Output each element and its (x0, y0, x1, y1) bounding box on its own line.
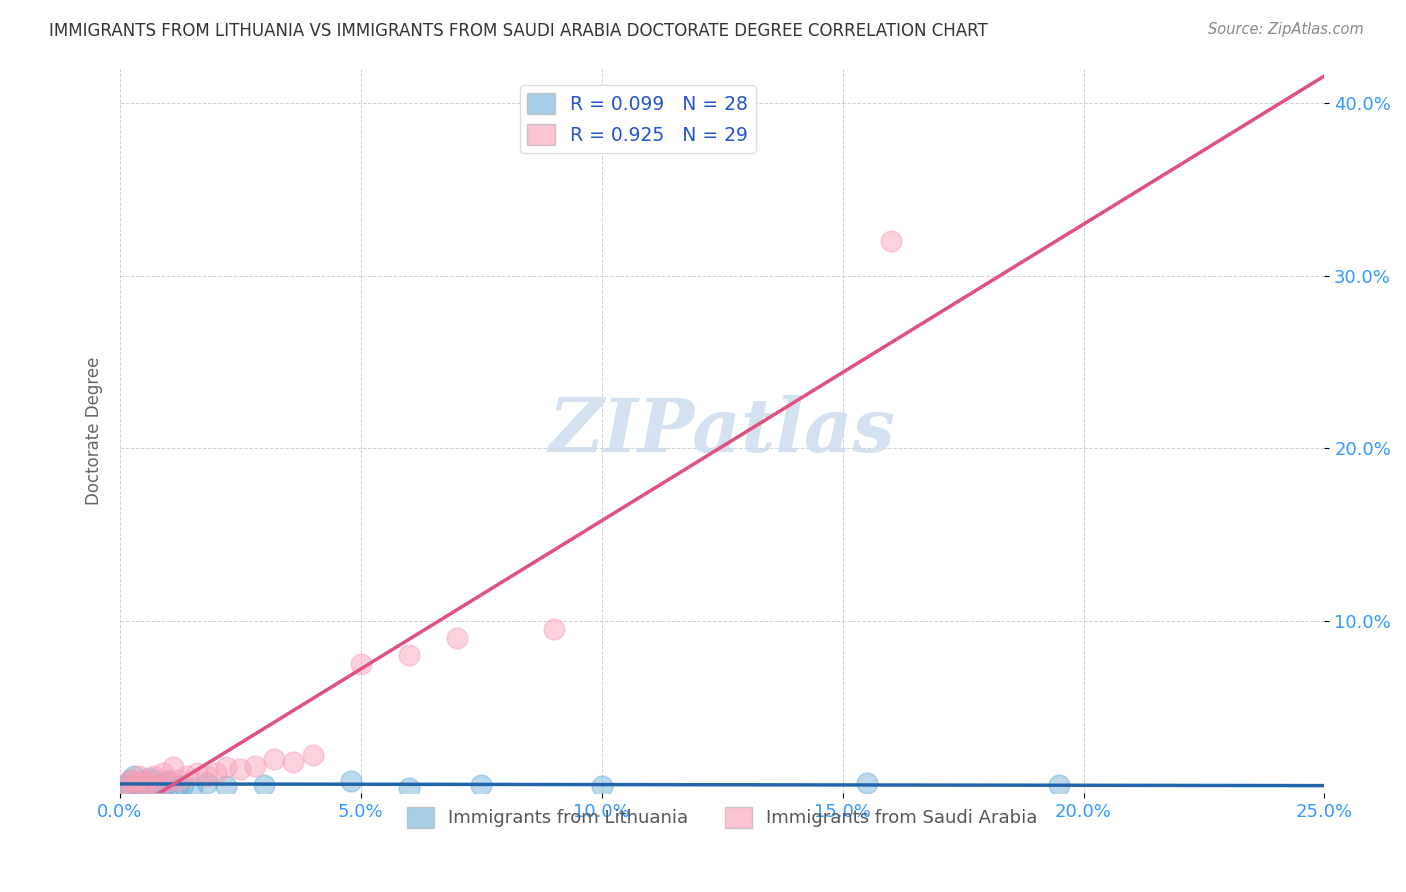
Point (263, 752, 285, 766)
Point (138, 776, 160, 790)
Point (855, 776, 877, 790)
Point (132, 774, 155, 789)
Point (118, 772, 141, 787)
Point (243, 758, 266, 772)
Point (172, 778, 194, 792)
Point (162, 760, 184, 774)
Point (229, 762, 252, 776)
Point (148, 778, 170, 792)
Point (142, 772, 165, 787)
Point (398, 781, 420, 796)
Point (166, 780, 188, 794)
Point (215, 760, 238, 774)
Point (157, 776, 180, 790)
Point (1049, 778, 1071, 792)
Point (205, 765, 228, 780)
Point (152, 781, 174, 796)
Point (283, 756, 305, 770)
Point (124, 774, 146, 789)
Point (118, 781, 141, 796)
Point (398, 648, 420, 663)
Point (142, 780, 165, 794)
Point (157, 774, 180, 789)
Point (195, 769, 218, 783)
Point (253, 778, 276, 792)
Point (470, 778, 492, 792)
Point (446, 631, 468, 645)
Point (138, 771, 160, 785)
Point (166, 772, 188, 787)
Point (132, 772, 155, 787)
Point (132, 778, 155, 792)
Point (176, 769, 198, 783)
Point (195, 776, 218, 790)
Point (186, 765, 208, 780)
Point (118, 772, 141, 787)
Point (880, 234, 903, 248)
Text: IMMIGRANTS FROM LITHUANIA VS IMMIGRANTS FROM SAUDI ARABIA DOCTORATE DEGREE CORRE: IMMIGRANTS FROM LITHUANIA VS IMMIGRANTS … (49, 22, 988, 40)
Point (148, 780, 170, 794)
Point (124, 781, 146, 796)
Point (124, 769, 146, 783)
Point (142, 769, 165, 783)
Point (128, 769, 150, 783)
Point (340, 774, 363, 789)
Point (181, 781, 204, 796)
Point (215, 780, 238, 794)
Point (301, 748, 323, 763)
Point (543, 623, 565, 637)
Point (157, 774, 180, 789)
Point (138, 778, 160, 792)
Point (124, 776, 146, 790)
Y-axis label: Doctorate Degree: Doctorate Degree (86, 357, 103, 505)
Legend: Immigrants from Lithuania, Immigrants from Saudi Arabia: Immigrants from Lithuania, Immigrants fr… (399, 800, 1045, 835)
Text: Source: ZipAtlas.com: Source: ZipAtlas.com (1208, 22, 1364, 37)
Point (114, 778, 136, 792)
Point (128, 780, 150, 794)
Point (132, 781, 155, 796)
Point (591, 780, 613, 794)
Point (152, 765, 174, 780)
Point (114, 778, 136, 792)
Point (350, 657, 373, 671)
Text: ZIPatlas: ZIPatlas (548, 394, 896, 467)
